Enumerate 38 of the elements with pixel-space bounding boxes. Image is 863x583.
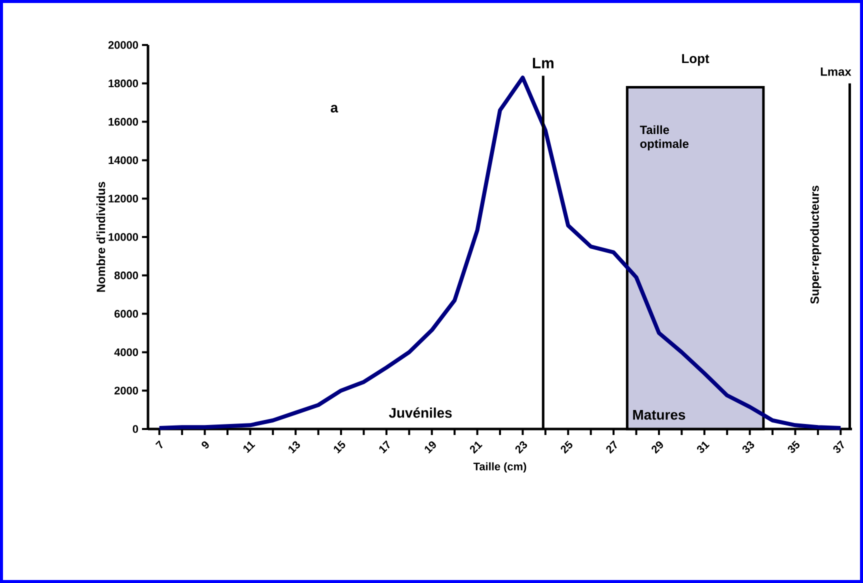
y-tick-label: 20000 (108, 41, 138, 49)
y-tick-label: 2000 (114, 386, 138, 394)
y-tick-label: 18000 (108, 80, 138, 88)
band-label: Lopt (682, 54, 710, 66)
y-tick-label: 12000 (108, 194, 138, 202)
y-axis-title: Nombre d'individus (96, 182, 106, 292)
x-tick-label: 13 (288, 441, 300, 454)
x-tick-label: 23 (515, 441, 528, 454)
annotation: a (330, 104, 338, 113)
x-tick-label: 17 (379, 440, 390, 454)
x-tick-label: 25 (560, 440, 572, 454)
y-tick-label: 14000 (108, 156, 138, 164)
annotation: Juvéniles (388, 407, 452, 418)
x-tick-label: 35 (788, 440, 800, 453)
y-tick-label: 10000 (108, 233, 138, 241)
x-tick-label: 15 (334, 440, 346, 454)
ref-line-label: Lm (532, 58, 554, 68)
y-tick-label: 4000 (114, 348, 138, 356)
y-tick-label: 6000 (114, 310, 138, 318)
y-tick-label: 16000 (108, 118, 138, 126)
y-tick-label: 0 (132, 425, 138, 433)
x-tick-label: 9 (202, 441, 209, 449)
line-series (157, 76, 843, 430)
x-tick-label: 27 (606, 440, 617, 454)
y-tick-label: 8000 (114, 272, 138, 280)
x-axis-title: Taille (cm) (473, 462, 526, 473)
x-tick-label: 19 (424, 441, 436, 454)
x-tick-label: 11 (243, 441, 256, 454)
x-tick-label: 21 (470, 441, 482, 454)
x-tick-label: 31 (697, 441, 710, 453)
x-tick-label: 37 (833, 440, 844, 453)
x-tick-label: 33 (742, 441, 754, 453)
x-tick-label: 7 (155, 440, 163, 449)
annotation: Matures (633, 410, 686, 420)
x-tick-label: 29 (652, 441, 663, 454)
annotation: Super-reproducteurs (810, 186, 822, 304)
annotation: Taille optimale (640, 125, 689, 150)
ref-line-label: Lmax (820, 68, 852, 76)
